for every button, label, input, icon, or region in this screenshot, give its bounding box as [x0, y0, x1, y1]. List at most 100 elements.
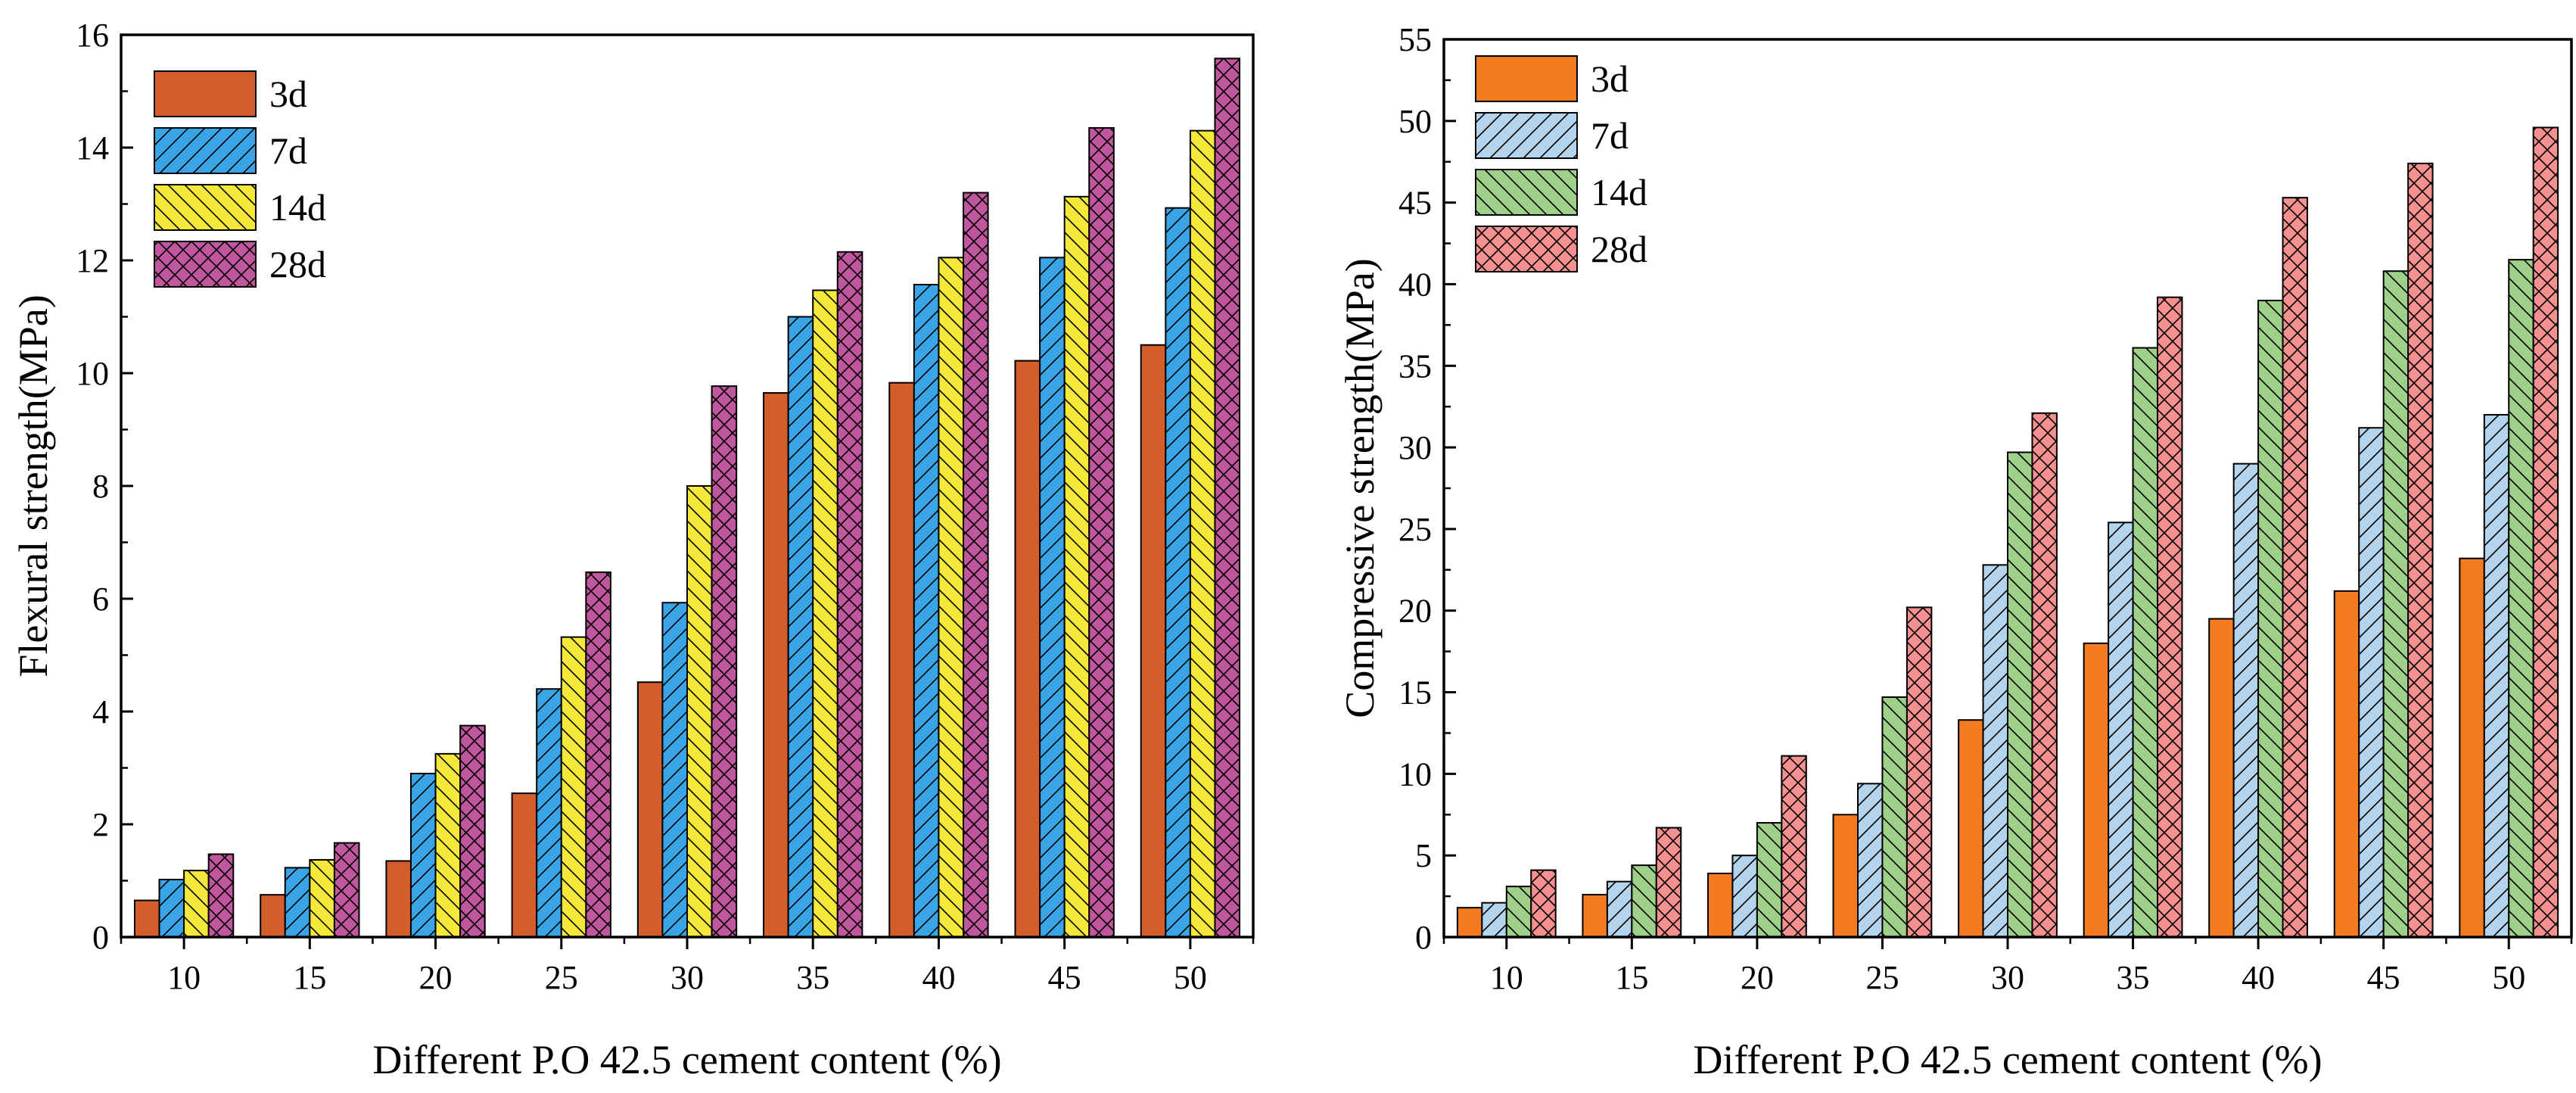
x-axis-title: Different P.O 42.5 cement content (%): [372, 1037, 1001, 1082]
bar-3d-25: [511, 793, 538, 939]
x-tick-label: 20: [419, 959, 453, 996]
x-tick-label: 10: [167, 959, 201, 996]
bar-14d-35: [812, 289, 838, 938]
bar-28d-30: [2031, 412, 2058, 938]
legend-label: 3d: [269, 73, 307, 115]
bar-14d-40: [2257, 300, 2284, 938]
y-axis-title: Compressive strength(MPa): [1337, 258, 1383, 718]
legend-item-7d: 7d: [154, 127, 307, 174]
x-tick-label: 40: [922, 959, 955, 996]
legend: 3d 7d 14d 28d: [1475, 55, 1647, 272]
bar-7d-10: [1481, 901, 1507, 938]
legend-swatch: [1475, 112, 1578, 159]
bar-28d-35: [2157, 296, 2183, 938]
bar-7d-25: [1856, 783, 1884, 938]
x-tick-label: 25: [545, 959, 578, 996]
bar-3d-35: [763, 392, 789, 938]
bar-14d-10: [1505, 886, 1532, 938]
legend-item-14d: 14d: [1475, 169, 1647, 216]
legend-label: 7d: [269, 129, 307, 172]
bar-28d-40: [963, 192, 989, 939]
legend-label: 3d: [1591, 58, 1629, 100]
y-tick-label: 55: [1398, 21, 1432, 58]
legend-label: 14d: [269, 186, 326, 229]
flexural-strength-chart: 0 2 4 6 8 10 12 14 16 10 15 20 25 30 35 40 45 50 Different…: [11, 17, 1255, 1082]
x-tick-label: 50: [2492, 959, 2525, 996]
bar-7d-35: [787, 316, 814, 938]
x-tick-label: 20: [1741, 959, 1774, 996]
y-tick-label: 4: [92, 693, 109, 730]
legend-swatch: [154, 241, 257, 288]
x-tick-label: 35: [796, 959, 829, 996]
x-tick-label: 30: [1991, 959, 2024, 996]
bar-28d-45: [2407, 162, 2434, 939]
legend-item-28d: 28d: [1475, 226, 1647, 272]
y-tick-label: 40: [1398, 266, 1432, 303]
bar-28d-15: [333, 842, 360, 938]
x-tick-label: 25: [1865, 959, 1899, 996]
x-tick-label: 15: [1615, 959, 1648, 996]
bar-28d-45: [1088, 126, 1115, 938]
legend-swatch: [154, 184, 257, 231]
bar-14d-45: [1063, 195, 1090, 938]
bar-28d-30: [711, 385, 738, 938]
x-tick-label: 30: [670, 959, 704, 996]
legend-item-3d: 3d: [154, 70, 307, 117]
bar-14d-50: [2508, 259, 2534, 939]
bar-7d-30: [661, 602, 689, 939]
y-tick-label: 30: [1398, 429, 1432, 466]
bar-7d-40: [2232, 462, 2260, 938]
y-tick-label: 6: [92, 581, 109, 618]
y-tick-label: 0: [1415, 919, 1432, 956]
legend-item-14d: 14d: [154, 184, 326, 231]
bar-7d-30: [1982, 564, 2008, 939]
bar-7d-35: [2108, 522, 2134, 938]
x-tick-label: 45: [2367, 959, 2400, 996]
legend-item-3d: 3d: [1475, 55, 1629, 102]
y-tick-label: 5: [1415, 837, 1432, 874]
bar-7d-40: [913, 284, 940, 939]
x-tick-label: 40: [2242, 959, 2275, 996]
y-tick-label: 2: [92, 806, 109, 843]
legend-swatch: [154, 127, 257, 174]
legend-label: 28d: [269, 243, 326, 285]
bar-7d-50: [2483, 413, 2510, 938]
legend-item-7d: 7d: [1475, 112, 1629, 159]
bar-7d-15: [284, 867, 311, 938]
bar-14d-50: [1189, 129, 1216, 938]
bar-3d-30: [1958, 719, 1984, 938]
bar-7d-45: [2358, 427, 2385, 938]
bar-7d-15: [1606, 880, 1633, 938]
y-tick-label: 25: [1398, 511, 1432, 548]
y-tick-label: 10: [76, 355, 109, 392]
legend-label: 7d: [1591, 114, 1629, 157]
bar-3d-50: [1140, 344, 1167, 938]
bar-28d-20: [459, 724, 486, 938]
y-tick-label: 15: [1398, 674, 1432, 712]
bar-14d-25: [1881, 696, 1908, 938]
y-axis-title: Flexural strength(MPa): [11, 294, 56, 677]
bar-3d-20: [385, 860, 412, 939]
bar-14d-15: [309, 858, 335, 939]
x-tick-label: 15: [293, 959, 326, 996]
y-tick-label: 20: [1398, 593, 1432, 630]
x-tick-label: 10: [1490, 959, 1523, 996]
bar-14d-45: [2382, 270, 2410, 939]
bar-14d-15: [1631, 864, 1657, 938]
bar-28d-40: [2282, 197, 2309, 938]
legend-label: 28d: [1591, 228, 1647, 270]
y-tick-label: 0: [92, 919, 109, 956]
bar-28d-10: [207, 853, 235, 938]
bar-28d-10: [1530, 869, 1557, 939]
bar-3d-10: [1456, 907, 1483, 938]
bar-28d-50: [2532, 126, 2559, 939]
legend-label: 14d: [1591, 171, 1647, 213]
bar-7d-45: [1039, 257, 1066, 938]
compressive-strength-chart: 0 5 10 15 20 25 30 35 40 45 50 55 10 15 20 25 30 35 40 45 50…: [1337, 21, 2573, 1082]
legend-swatch: [154, 70, 257, 117]
y-tick-label: 8: [92, 468, 109, 505]
bar-28d-25: [585, 571, 611, 938]
y-tick-label: 10: [1398, 755, 1432, 793]
bar-14d-10: [183, 870, 210, 938]
